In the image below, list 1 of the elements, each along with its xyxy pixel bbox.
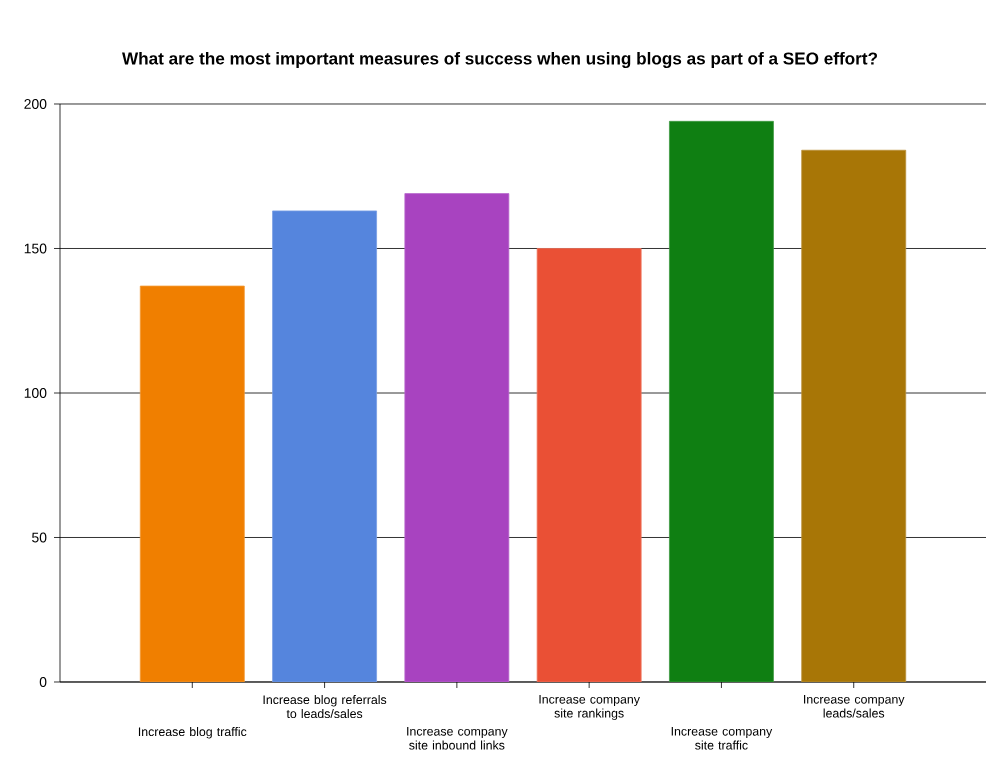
chart-title: What are the most important measures of success when using blogs as part of a SEO effort? [122, 51, 877, 69]
